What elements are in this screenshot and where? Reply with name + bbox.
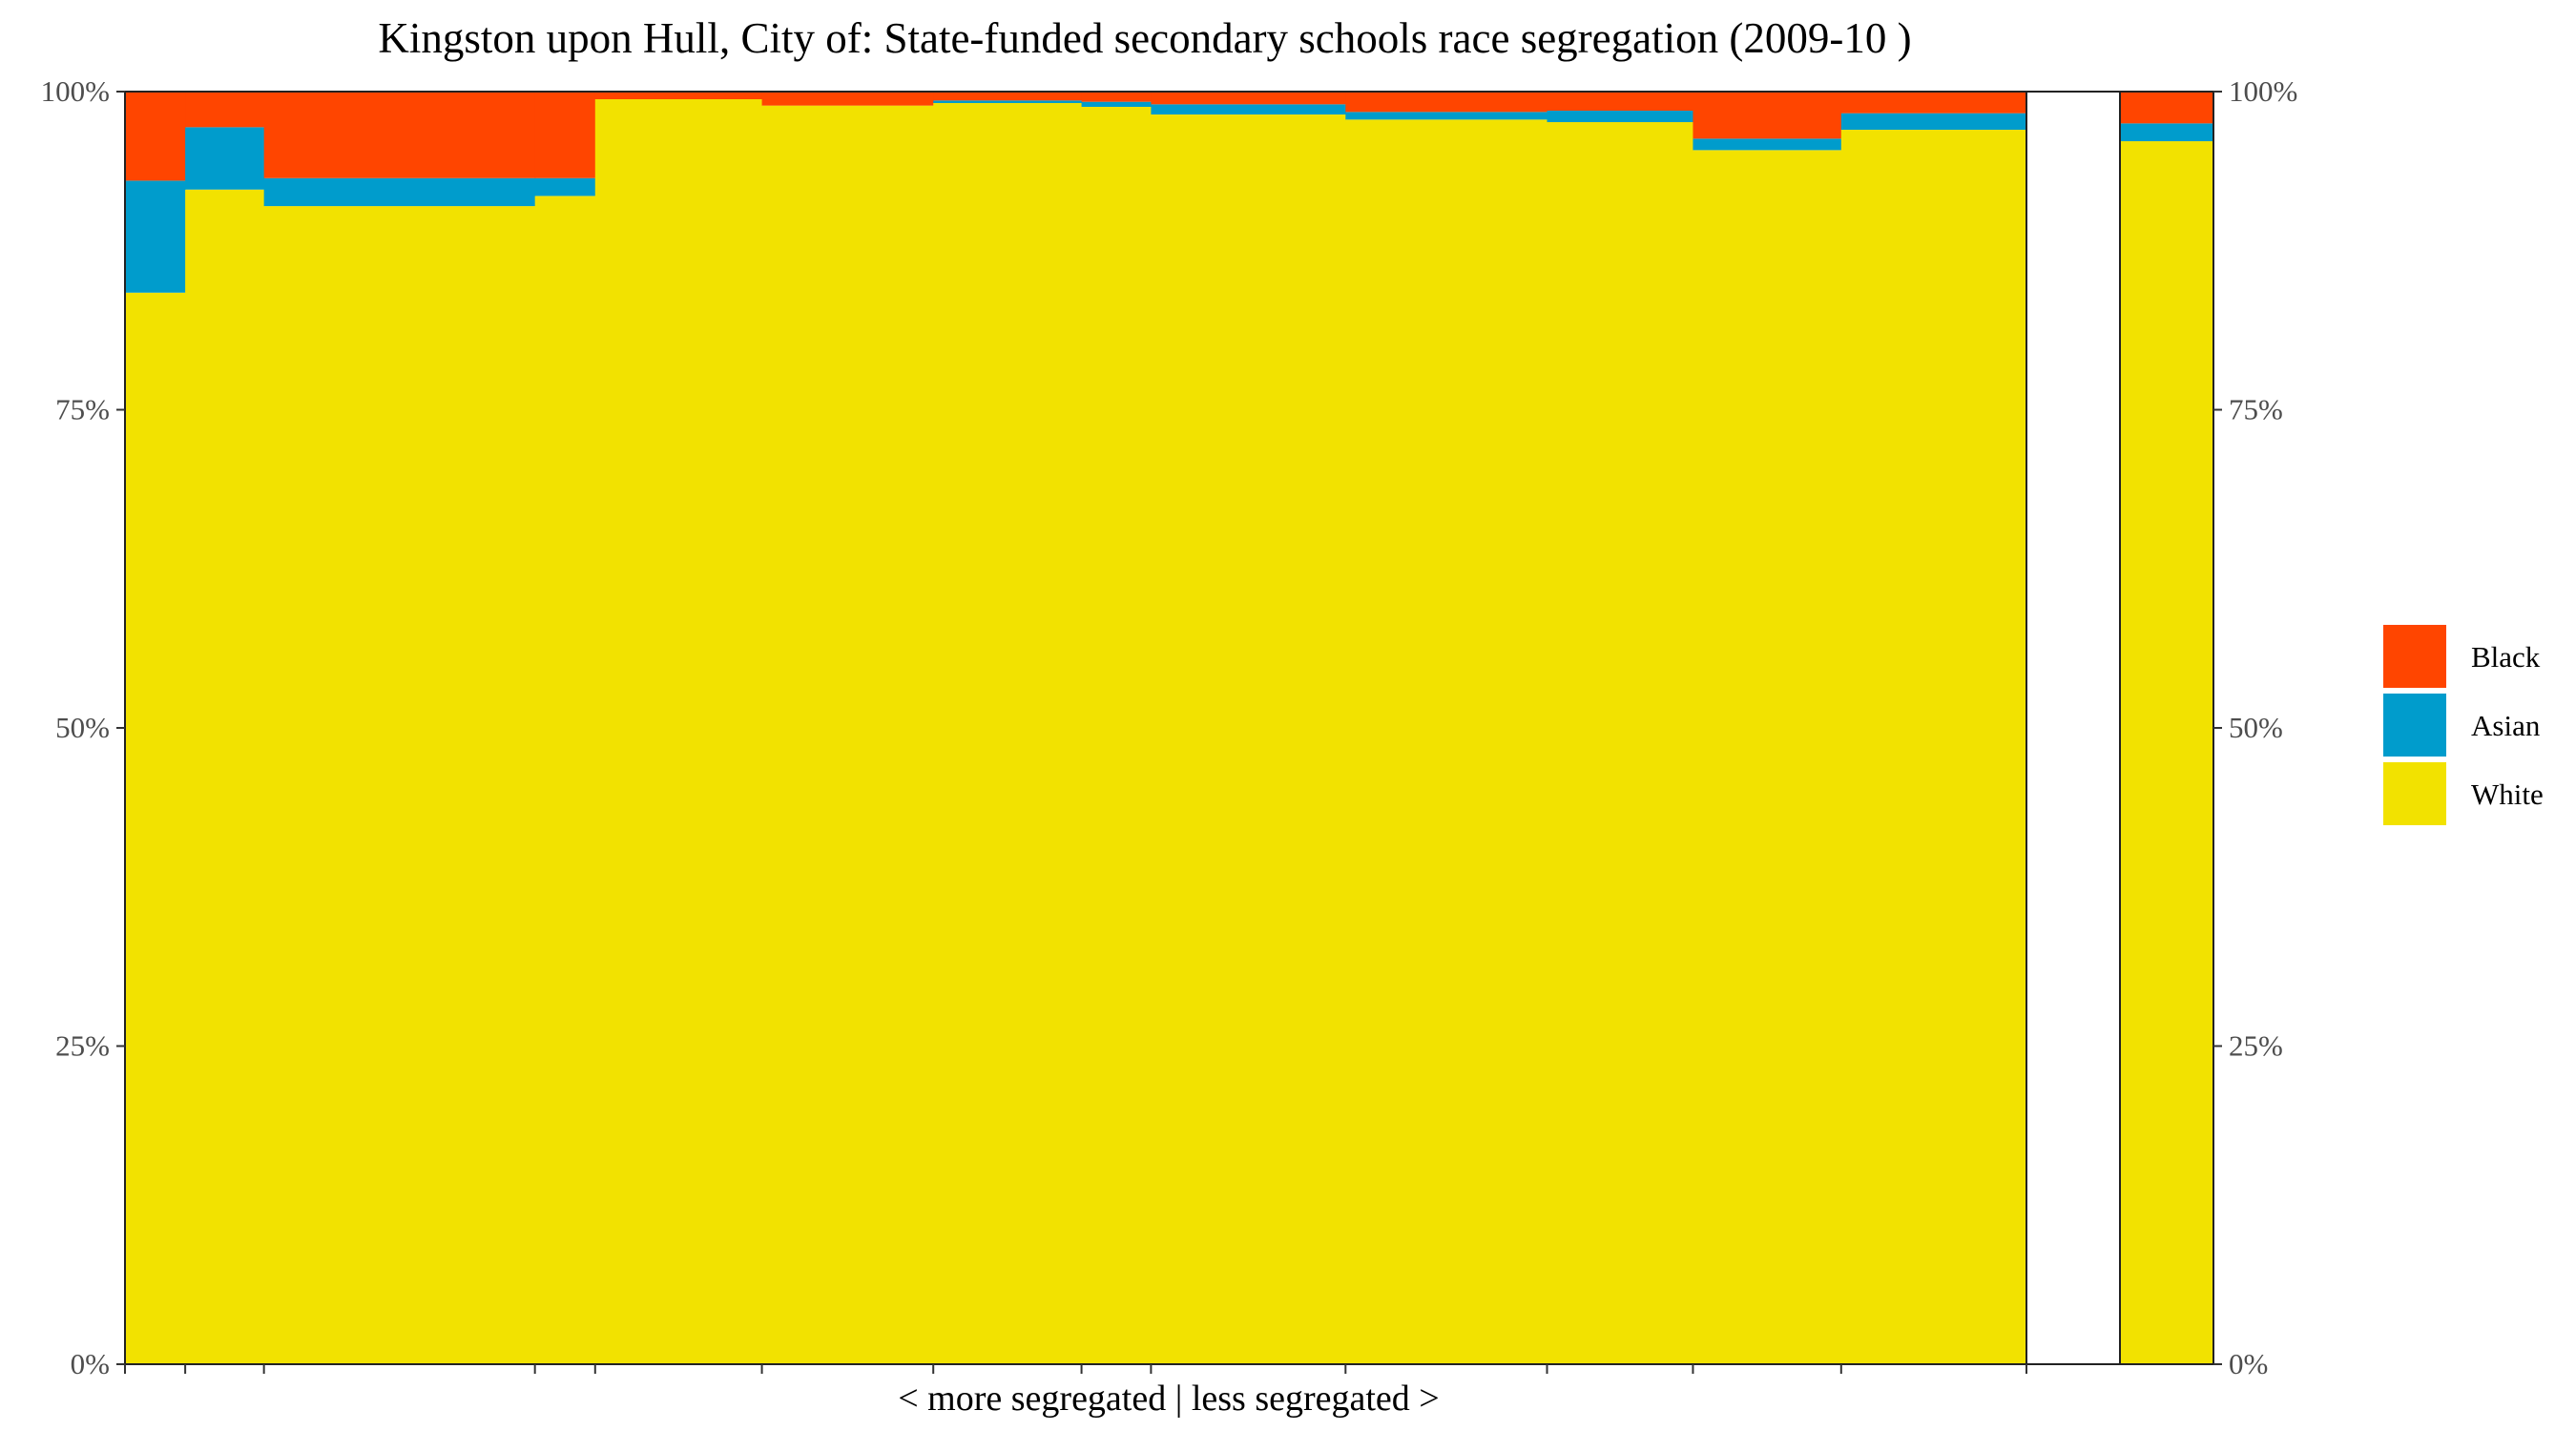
- bar-segment-asian: [534, 177, 596, 197]
- overall-bar: [2120, 92, 2213, 1364]
- bar-segment-asian: [1151, 104, 1346, 115]
- bar-segment-white: [125, 292, 186, 1365]
- school-bar-7: [933, 92, 1083, 1365]
- legend-item-asian: Asian: [2383, 694, 2541, 757]
- bar-segment-black: [185, 92, 265, 128]
- bar-segment-asian: [1547, 111, 1694, 123]
- bar-segment-white: [1151, 114, 1346, 1365]
- bar-segment-asian: [1840, 113, 2027, 131]
- y-tick-label-right: 25%: [2229, 1029, 2283, 1063]
- school-bar-2: [185, 92, 265, 1364]
- school-bar-13: [1840, 92, 2027, 1364]
- y-tick-label-left: 75%: [55, 393, 110, 426]
- bar-segment-white: [263, 206, 536, 1364]
- legend-swatch-white: [2383, 762, 2446, 825]
- bar-segment-white: [933, 103, 1083, 1365]
- bar-segment-black: [534, 92, 596, 178]
- bar-segment-black: [1840, 92, 2027, 114]
- legend-item-white: White: [2383, 762, 2544, 825]
- x-axis-label: < more segregated | less segregated >: [898, 1379, 1439, 1419]
- bar-segment-black: [1081, 92, 1152, 102]
- school-bar-10: [1345, 92, 1548, 1364]
- school-bar-6: [761, 92, 934, 1365]
- school-bar-12: [1693, 92, 1842, 1364]
- bar-segment-asian: [1081, 101, 1152, 108]
- bar-segment-asian: [1345, 112, 1548, 120]
- school-bar-4: [534, 92, 596, 1365]
- legend-swatch-asian: [2383, 694, 2446, 757]
- overall-segment-asian: [2120, 123, 2213, 142]
- school-bar-1: [125, 92, 186, 1365]
- bar-segment-black: [933, 92, 1083, 101]
- bar-segment-asian: [125, 180, 186, 293]
- bar-segment-white: [761, 105, 934, 1365]
- bar-segment-black: [263, 92, 536, 178]
- y-tick-label-left: 25%: [55, 1029, 110, 1063]
- legend-label-white: White: [2471, 778, 2544, 811]
- school-bar-11: [1547, 92, 1694, 1365]
- bar-segment-asian: [185, 127, 265, 190]
- bar-segment-black: [125, 92, 186, 181]
- y-tick-label-left: 0%: [71, 1347, 110, 1380]
- bar-segment-black: [761, 92, 934, 106]
- bar-segment-asian: [1693, 138, 1842, 151]
- legend-swatch-black: [2383, 625, 2446, 688]
- chart-title: Kingston upon Hull, City of: State-funde…: [378, 14, 1911, 62]
- bar-segment-white: [1547, 122, 1694, 1365]
- y-tick-label-right: 75%: [2229, 393, 2283, 426]
- bar-segment-black: [1151, 92, 1346, 105]
- bar-segment-white: [1840, 130, 2027, 1364]
- bar-segment-white: [1081, 107, 1152, 1364]
- axes-layer: 0% 0% 25% 25% 50% 50% 75% 75% 100% 100%: [41, 74, 2298, 1380]
- bar-segment-white: [185, 189, 265, 1364]
- school-bar-5: [594, 92, 763, 1364]
- y-tick-label-right: 0%: [2229, 1347, 2268, 1380]
- overall-segment-white: [2120, 141, 2213, 1364]
- bar-segment-black: [594, 92, 763, 100]
- bar-segment-white: [1345, 119, 1548, 1364]
- bar-segment-white: [1693, 150, 1842, 1364]
- legend-label-asian: Asian: [2471, 709, 2541, 742]
- legend-label-black: Black: [2471, 640, 2541, 674]
- bar-segment-black: [1693, 92, 1842, 139]
- legend-item-black: Black: [2383, 625, 2541, 688]
- bar-segment-asian: [263, 177, 536, 207]
- bar-segment-asian: [933, 100, 1083, 104]
- legend: Black Asian White: [2383, 625, 2544, 825]
- y-tick-label-left: 100%: [41, 74, 110, 108]
- y-tick-label-right: 50%: [2229, 711, 2283, 744]
- school-bar-8: [1081, 92, 1152, 1364]
- y-tick-label-right: 100%: [2229, 74, 2297, 108]
- bar-segment-white: [594, 99, 763, 1364]
- overall-segment-black: [2120, 92, 2213, 124]
- school-bar-9: [1151, 92, 1346, 1365]
- bars-layer: [125, 92, 2213, 1365]
- y-tick-label-left: 50%: [55, 711, 110, 744]
- bar-segment-black: [1345, 92, 1548, 113]
- bar-segment-black: [1547, 92, 1694, 112]
- school-bar-3: [263, 92, 536, 1364]
- bar-segment-white: [534, 196, 596, 1365]
